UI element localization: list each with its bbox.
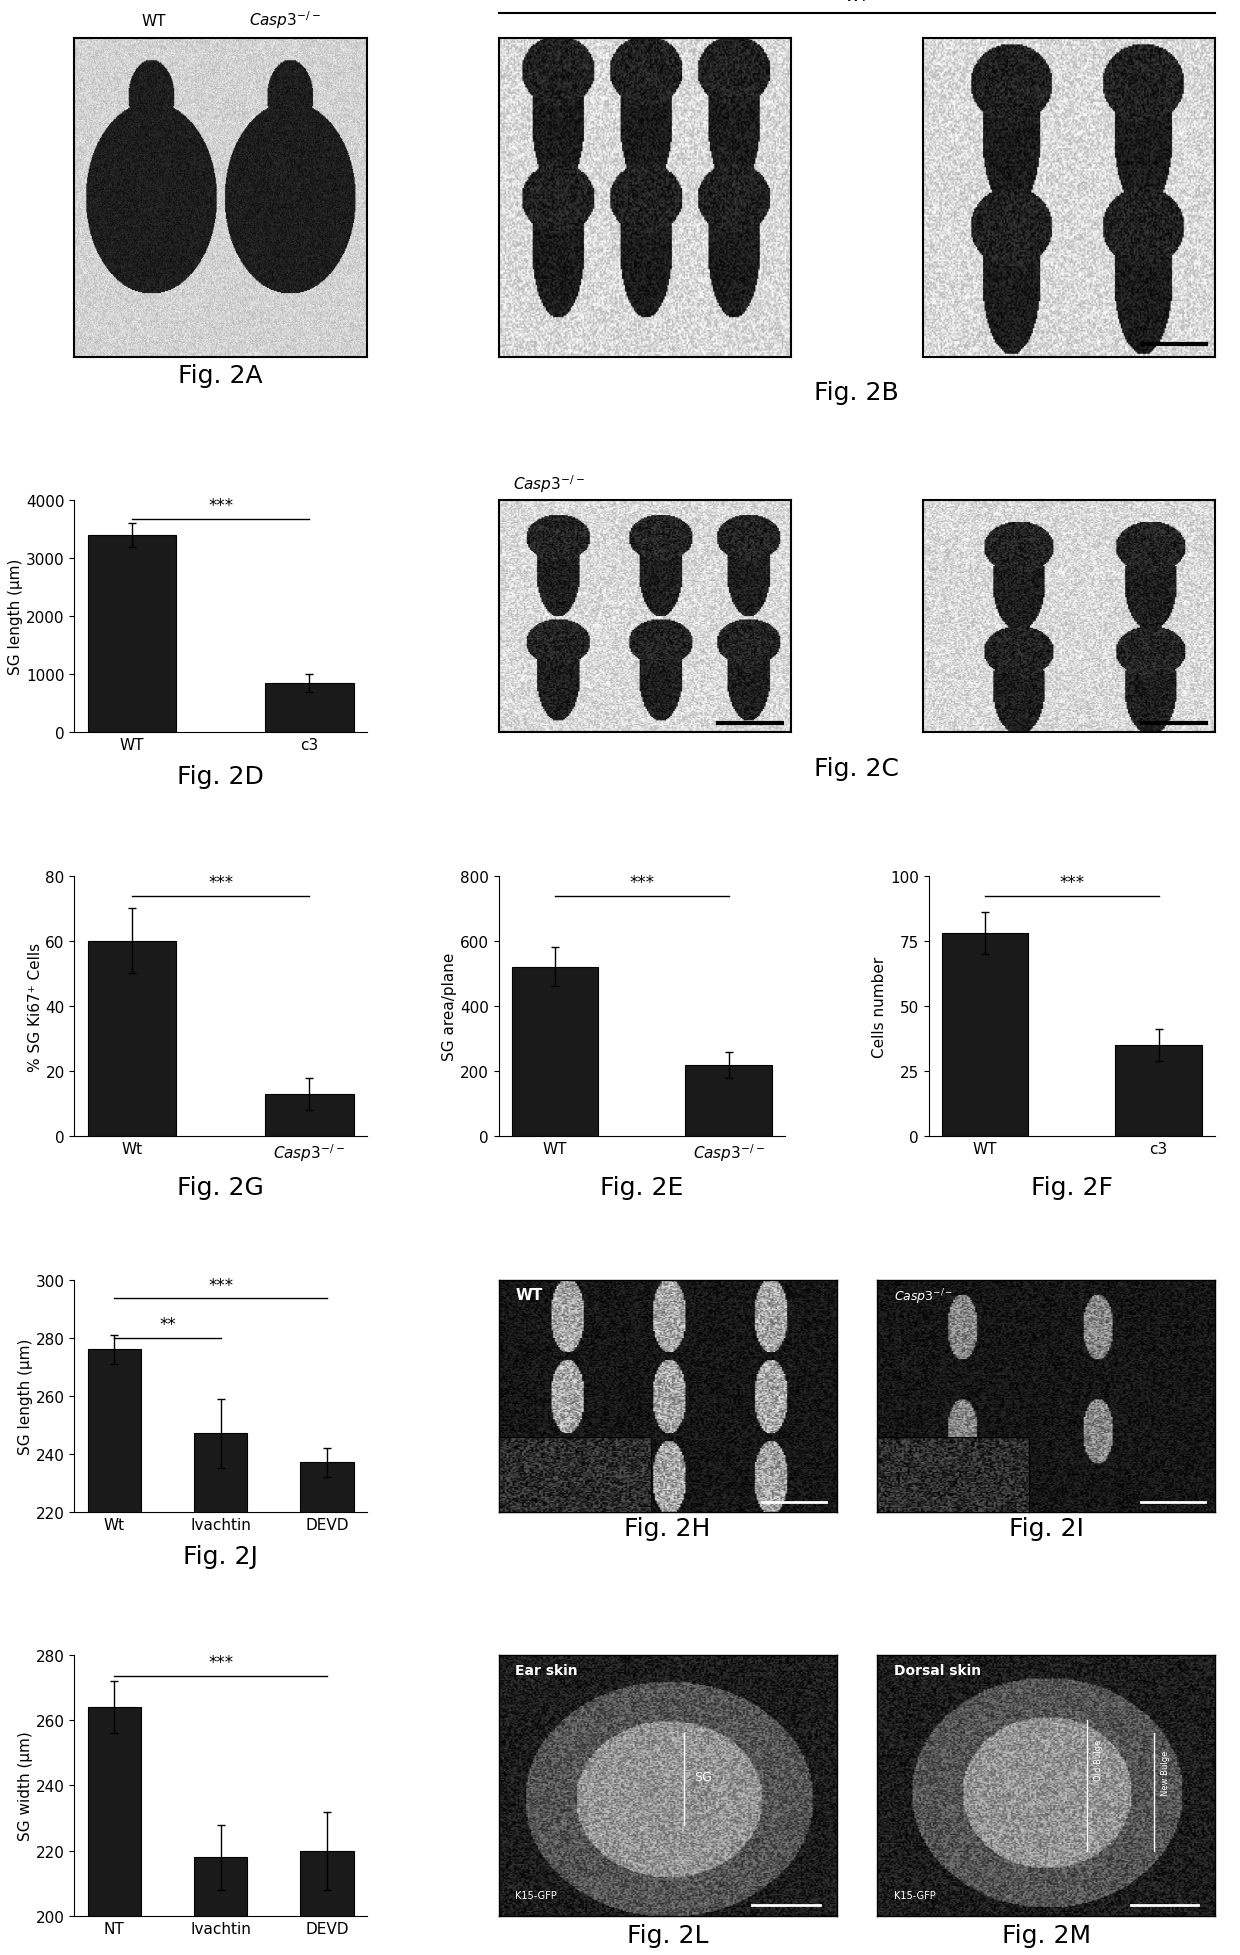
Bar [88,1707,141,1955]
Bar [300,1462,353,1955]
Text: WT: WT [844,0,869,4]
Y-axis label: SG area/plane: SG area/plane [441,952,458,1062]
Text: Fig. 2F: Fig. 2F [1030,1175,1112,1198]
Bar [195,1433,247,1955]
Text: Ki67: Ki67 [894,1474,915,1484]
Bar [300,1851,353,1955]
Text: $Casp3^{-/-}$: $Casp3^{-/-}$ [894,1286,954,1306]
Bar [88,1349,141,1955]
Text: Fig. 2A: Fig. 2A [179,364,263,389]
Text: DAPI: DAPI [516,1490,538,1499]
Text: Fig. 2M: Fig. 2M [1002,1924,1091,1947]
Y-axis label: % SG Ki67⁺ Cells: % SG Ki67⁺ Cells [27,942,42,1071]
Text: K15-GFP: K15-GFP [894,1890,936,1900]
Text: **: ** [159,1316,176,1333]
Text: Fig. 2B: Fig. 2B [815,381,899,405]
Text: K15: K15 [894,1458,913,1468]
Text: Fig. 2E: Fig. 2E [600,1175,683,1198]
Text: Fig. 2L: Fig. 2L [626,1924,708,1947]
Text: ***: *** [208,874,233,891]
Text: WT: WT [141,14,166,29]
Bar [1115,1046,1202,1136]
Y-axis label: SG length (μm): SG length (μm) [17,1337,33,1455]
Text: Dorsal skin: Dorsal skin [894,1664,981,1677]
Bar [195,1857,247,1955]
Text: Fig. 2C: Fig. 2C [815,757,899,780]
Y-axis label: SG length (μm): SG length (μm) [9,559,24,674]
Text: $Casp3^{-/-}$: $Casp3^{-/-}$ [513,473,585,495]
Text: ***: *** [208,1277,233,1294]
Text: K15: K15 [516,1458,534,1468]
Text: Ear skin: Ear skin [516,1664,578,1677]
Text: New Bulge: New Bulge [1161,1750,1171,1795]
Text: DAPI: DAPI [894,1490,918,1499]
Y-axis label: Cells number: Cells number [872,956,887,1058]
Y-axis label: SG width (μm): SG width (μm) [17,1730,33,1840]
Bar [512,968,599,1136]
Text: WT: WT [516,1286,543,1302]
Text: K15-GFP: K15-GFP [516,1890,557,1900]
Text: Fig. 2J: Fig. 2J [184,1544,258,1568]
Text: Old Bulge: Old Bulge [1094,1738,1102,1781]
Bar [88,940,176,1136]
Text: ***: *** [1059,874,1085,891]
Text: ***: *** [208,1652,233,1672]
Text: ***: *** [208,497,233,514]
Text: Fig. 2D: Fig. 2D [177,764,264,788]
Bar [686,1065,773,1136]
Text: $Casp3^{-/-}$: $Casp3^{-/-}$ [249,10,321,31]
Text: Ki67: Ki67 [516,1474,537,1484]
Text: SG: SG [694,1771,712,1783]
Bar [941,933,1028,1136]
Text: Fig. 2H: Fig. 2H [625,1515,711,1541]
Bar [88,536,176,733]
Text: Fig. 2I: Fig. 2I [1008,1515,1084,1541]
Bar [265,684,353,733]
Bar [265,1095,353,1136]
Text: Fig. 2G: Fig. 2G [177,1175,264,1198]
Text: ***: *** [630,874,655,891]
